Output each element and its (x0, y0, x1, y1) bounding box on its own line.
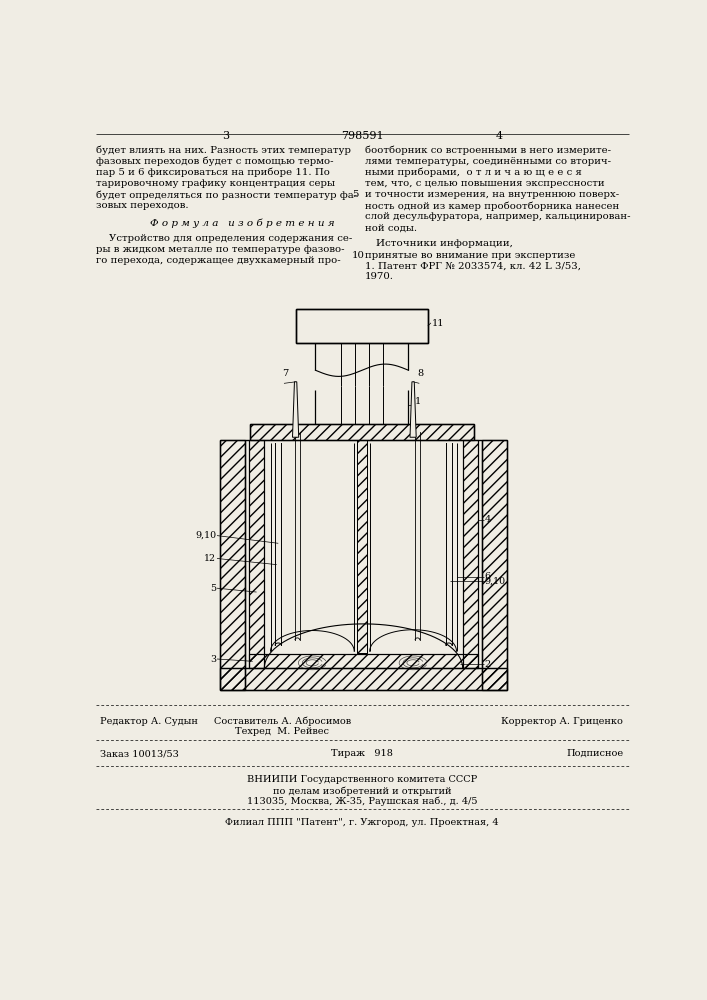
Text: Составитель А. Абросимов: Составитель А. Абросимов (214, 717, 351, 726)
Text: ры в жидком металле по температуре фазово-: ры в жидком металле по температуре фазов… (96, 245, 344, 254)
Text: Заказ 10013/53: Заказ 10013/53 (100, 749, 179, 758)
Text: 4: 4 (484, 515, 491, 524)
Bar (220, 440, 245, 690)
Text: 5: 5 (210, 584, 216, 593)
Bar (249, 440, 264, 668)
Text: лями температуры, соединёнными со вторич-: лями температуры, соединёнными со вторич… (365, 157, 611, 166)
Text: 1970.: 1970. (365, 272, 394, 281)
Text: 1. Патент ФРГ № 2033574, кл. 42 L 3/53,: 1. Патент ФРГ № 2033574, кл. 42 L 3/53, (365, 262, 581, 271)
Text: 3: 3 (222, 131, 229, 141)
Text: фазовых переходов будет с помощью термо-: фазовых переходов будет с помощью термо- (96, 157, 334, 166)
Text: 1: 1 (414, 397, 421, 406)
Text: слой десульфуратора, например, кальцинирован-: слой десульфуратора, например, кальцинир… (365, 212, 631, 221)
Text: Техред  М. Рейвес: Техред М. Рейвес (235, 727, 329, 736)
Bar (462, 440, 478, 668)
Text: пар 5 и 6 фиксироваться на приборе 11. По: пар 5 и 6 фиксироваться на приборе 11. П… (96, 168, 330, 177)
Text: будет определяться по разности температур фа-: будет определяться по разности температу… (96, 190, 357, 200)
Text: 10: 10 (352, 251, 365, 260)
Bar (356, 440, 368, 653)
Text: ными приборами,  о т л и ч а ю щ е е с я: ными приборами, о т л и ч а ю щ е е с я (365, 168, 582, 177)
Text: го перехода, содержащее двухкамерный про-: го перехода, содержащее двухкамерный про… (96, 256, 341, 265)
Text: зовых переходов.: зовых переходов. (96, 201, 189, 210)
Text: Устройство для определения содержания се-: Устройство для определения содержания се… (96, 234, 352, 243)
Polygon shape (293, 382, 299, 437)
Text: будет влиять на них. Разность этих температур: будет влиять на них. Разность этих темпе… (96, 145, 351, 155)
Text: Корректор А. Гриценко: Корректор А. Гриценко (501, 717, 623, 726)
Bar (220, 668, 507, 690)
Text: 9,10: 9,10 (484, 577, 506, 586)
Text: Ф о р м у л а   и з о б р е т е н и я: Ф о р м у л а и з о б р е т е н и я (151, 219, 335, 228)
Text: тем, что, с целью повышения экспрессности: тем, что, с целью повышения экспрессност… (365, 179, 604, 188)
Bar (482, 440, 507, 690)
Text: 7: 7 (281, 369, 288, 378)
Text: Редактор А. Судын: Редактор А. Судын (100, 717, 198, 726)
Text: Подписное: Подписное (566, 749, 623, 758)
Text: ВНИИПИ Государственного комитета СССР: ВНИИПИ Государственного комитета СССР (247, 775, 477, 784)
Bar (296, 309, 428, 343)
Text: 4: 4 (496, 131, 503, 141)
Text: 11: 11 (432, 319, 444, 328)
Text: 798591: 798591 (341, 131, 383, 141)
Text: 6: 6 (484, 572, 491, 581)
Text: и точности измерения, на внутреннюю поверх-: и точности измерения, на внутреннюю пове… (365, 190, 619, 199)
Bar (250, 424, 474, 440)
Text: тарировочному графику концентрация серы: тарировочному графику концентрация серы (96, 179, 335, 188)
Text: Источники информации,: Источники информации, (376, 239, 513, 248)
Text: принятые во внимание при экспертизе: принятые во внимание при экспертизе (365, 251, 575, 260)
Text: ность одной из камер пробоотборника нанесен: ность одной из камер пробоотборника нане… (365, 201, 619, 211)
Text: Тираж   918: Тираж 918 (331, 749, 393, 758)
Text: 3: 3 (210, 654, 216, 664)
Text: ной соды.: ной соды. (365, 224, 417, 233)
Text: 2: 2 (484, 660, 491, 669)
Text: 113035, Москва, Ж-35, Раушская наб., д. 4/5: 113035, Москва, Ж-35, Раушская наб., д. … (247, 797, 477, 806)
Text: 8: 8 (417, 369, 423, 378)
Text: 5: 5 (352, 190, 358, 199)
Bar (249, 654, 478, 668)
Text: Филиал ППП "Патент", г. Ужгород, ул. Проектная, 4: Филиал ППП "Патент", г. Ужгород, ул. Про… (225, 818, 498, 827)
Text: по делам изобретений и открытий: по делам изобретений и открытий (273, 786, 451, 796)
Text: 9,10: 9,10 (195, 531, 216, 540)
Text: 12: 12 (204, 554, 216, 563)
Text: боотборник со встроенными в него измерите-: боотборник со встроенными в него измерит… (365, 145, 611, 155)
Polygon shape (410, 382, 416, 437)
